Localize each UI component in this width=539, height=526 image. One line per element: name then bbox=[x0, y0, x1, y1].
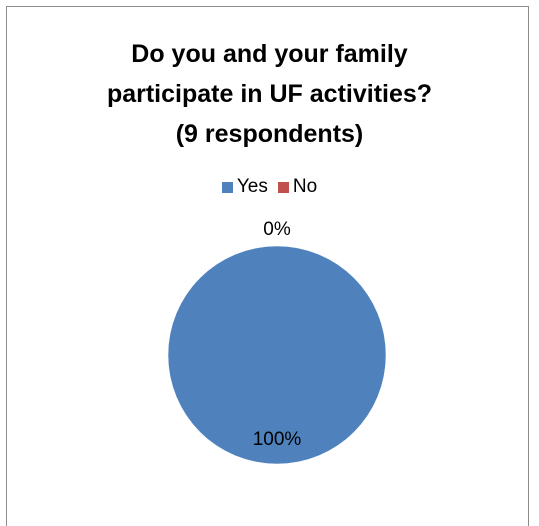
data-label-no: 0% bbox=[263, 219, 291, 240]
legend-swatch-yes bbox=[221, 181, 233, 193]
chart-title: Do you and your family participate in UF… bbox=[0, 34, 539, 154]
legend-swatch-no bbox=[277, 181, 289, 193]
chart-legend: Yes No bbox=[0, 176, 539, 198]
pie-slices bbox=[167, 245, 387, 465]
chart-title-line-1: Do you and your family bbox=[131, 40, 408, 68]
legend-label-yes: Yes bbox=[236, 176, 268, 197]
data-label-yes: 100% bbox=[253, 429, 302, 450]
legend-item-no: No bbox=[277, 176, 318, 198]
pie-slice-yes bbox=[167, 245, 387, 465]
chart-title-line-3: (9 respondents) bbox=[175, 120, 364, 148]
legend-label-no: No bbox=[292, 176, 318, 197]
pie-data-labels: 100% 0% bbox=[253, 219, 302, 450]
legend-item-yes: Yes bbox=[221, 176, 268, 198]
chart-title-line-2: participate in UF activities? bbox=[106, 80, 433, 108]
